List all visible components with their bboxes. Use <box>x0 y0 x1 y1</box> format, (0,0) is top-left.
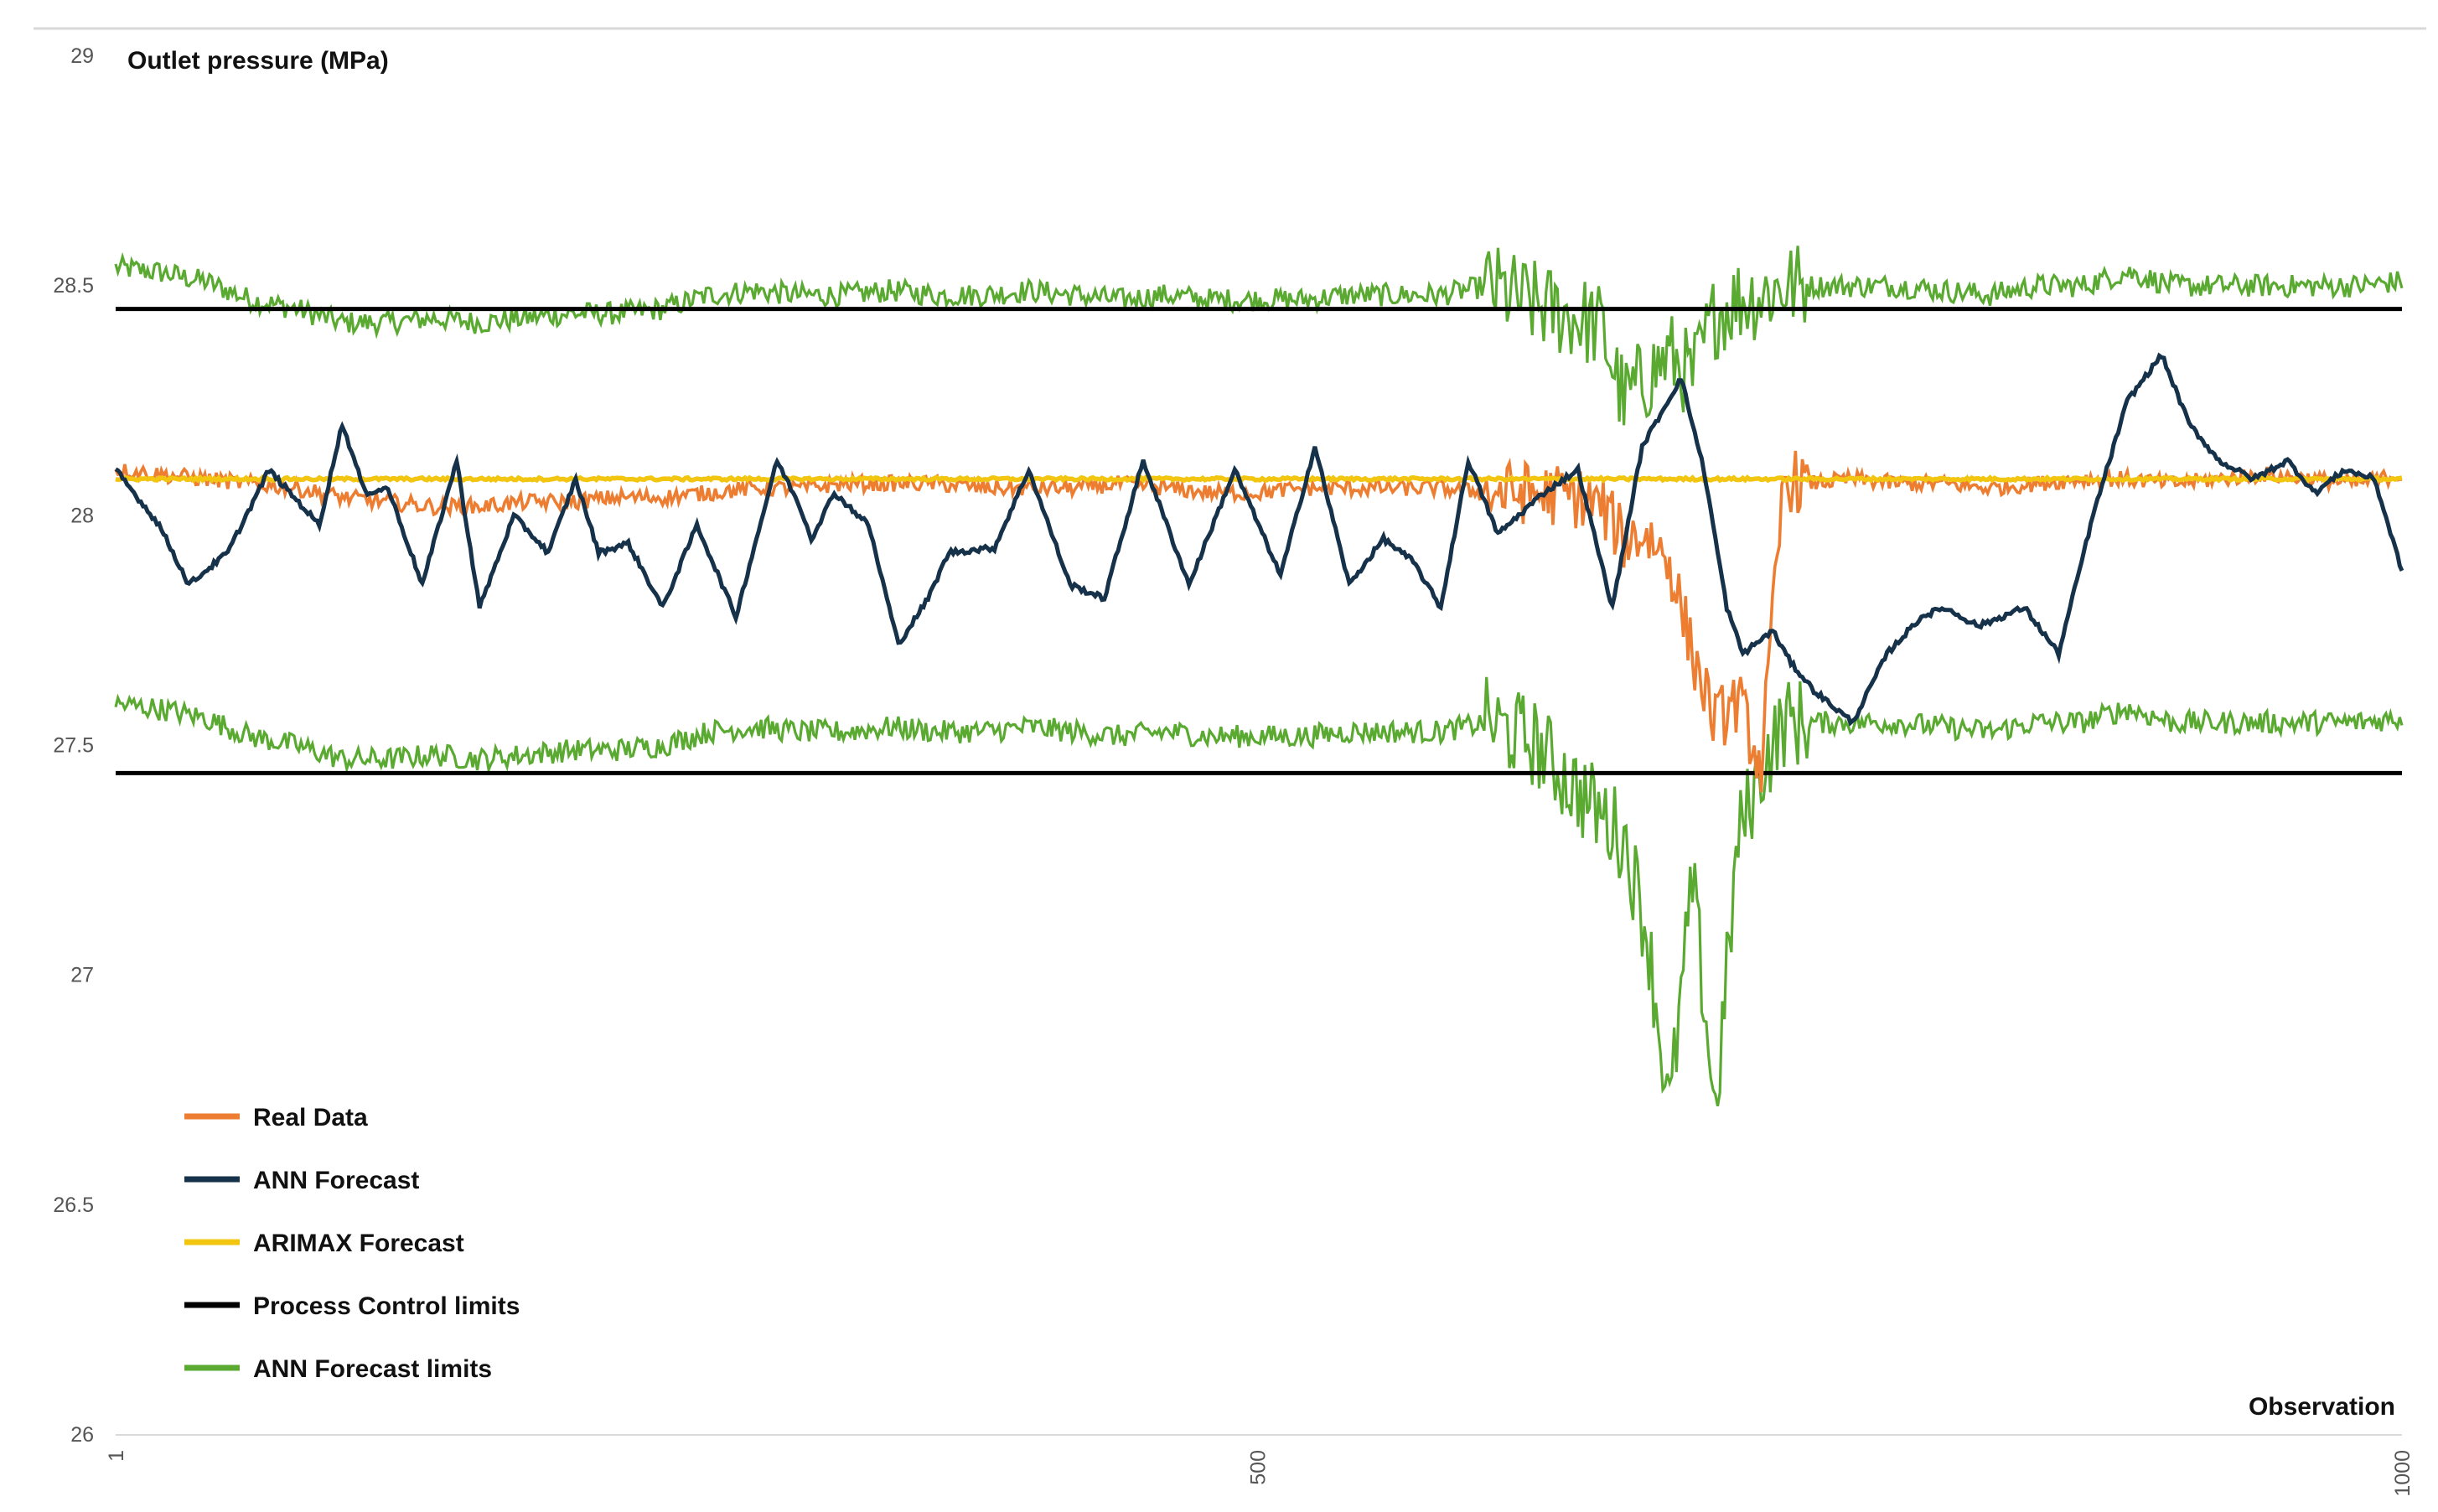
legend-label: ANN Forecast limits <box>253 1355 492 1383</box>
plot-area <box>114 246 2404 1107</box>
series-real-data <box>114 450 2403 793</box>
y-tick-label: 26 <box>70 1423 94 1447</box>
y-tick-label: 26.5 <box>53 1194 94 1217</box>
x-axis-title: Observation <box>2249 1393 2395 1421</box>
series-arimax-forecast <box>115 474 2403 484</box>
series-ann-forecast <box>114 352 2404 727</box>
x-tick-label: 1 <box>105 1450 128 1462</box>
y-axis-ticks: 26 26.5 27 27.5 28 28.5 29 <box>53 44 94 1447</box>
legend-label: ANN Forecast <box>253 1167 419 1194</box>
legend-label: ARIMAX Forecast <box>253 1230 464 1257</box>
legend-label: Real Data <box>253 1104 368 1131</box>
y-tick-label: 28.5 <box>53 274 94 298</box>
legend: Real Data ANN Forecast ARIMAX Forecast Proc… <box>184 1104 520 1383</box>
y-tick-label: 27.5 <box>53 734 94 758</box>
x-axis-ticks: 1 500 1000 <box>105 1450 2415 1497</box>
y-tick-label: 29 <box>70 44 94 68</box>
series-ann-forecast-limits-upper <box>114 246 2404 426</box>
x-tick-label: 1000 <box>2391 1450 2415 1497</box>
y-axis-title: Outlet pressure (MPa) <box>127 47 389 75</box>
y-tick-label: 28 <box>70 504 94 527</box>
legend-label: Process Control limits <box>253 1292 520 1320</box>
y-tick-label: 27 <box>70 964 94 987</box>
series-ann-forecast-limits-lower <box>114 676 2404 1107</box>
x-tick-label: 500 <box>1247 1450 1271 1485</box>
